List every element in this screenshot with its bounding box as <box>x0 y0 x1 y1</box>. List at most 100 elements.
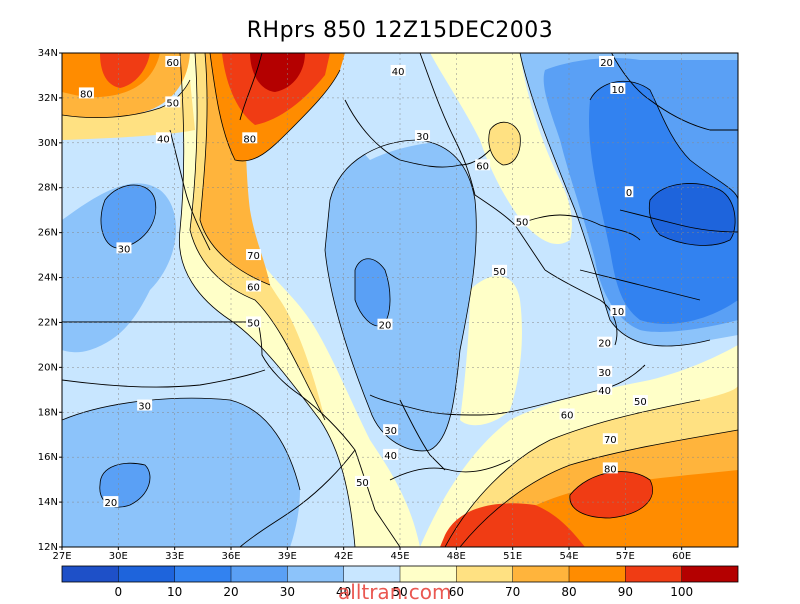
contour-label: 20 <box>600 58 613 69</box>
contour-label-bg <box>390 64 406 76</box>
contour-label: 50 <box>356 478 369 489</box>
colorbar-label: 70 <box>505 585 520 599</box>
contour-label-bg <box>602 433 618 445</box>
contour-label-bg <box>597 365 613 377</box>
watermark-text: alltran.com <box>338 580 452 604</box>
x-tick-label: 36E <box>221 551 240 562</box>
y-tick-label: 28N <box>38 183 58 194</box>
colorbar-label: 80 <box>561 585 576 599</box>
y-tick-label: 34N <box>38 48 58 59</box>
x-tick-label: 39E <box>278 551 297 562</box>
x-tick-label: 51E <box>503 551 522 562</box>
colorbar-label: 10 <box>167 585 182 599</box>
contour-label: 30 <box>384 426 397 437</box>
contour-label-bg <box>599 55 615 67</box>
contour-label: 10 <box>611 307 624 318</box>
x-tick-label: 45E <box>390 551 409 562</box>
band-60-70-nw <box>62 80 195 140</box>
contour-label-bg <box>383 424 399 436</box>
x-tick-label: 30E <box>109 551 128 562</box>
contour-label-bg <box>597 336 613 348</box>
contour-label: 70 <box>604 435 617 446</box>
y-tick-label: 26N <box>38 228 58 239</box>
contour-label: 50 <box>634 397 647 408</box>
contour-label-bg <box>116 242 132 254</box>
x-tick-label: 57E <box>616 551 635 562</box>
x-tick-label: 27E <box>52 551 71 562</box>
x-tick-label: 42E <box>334 551 353 562</box>
y-tick-label: 14N <box>38 497 58 508</box>
contour-label-bg <box>246 280 262 292</box>
contour-label: 80 <box>243 134 256 145</box>
y-tick-label: 32N <box>38 93 58 104</box>
colorbar-label: 40 <box>336 585 351 599</box>
y-tick-label: 16N <box>38 452 58 463</box>
contour-label-bg <box>165 55 181 67</box>
colorbar-label: 100 <box>670 585 693 599</box>
colorbar: 0 10 20 30 40 50 60 70 80 90 100 <box>61 565 739 599</box>
colorbar-swatch <box>512 566 569 582</box>
y-tick-label: 24N <box>38 273 58 284</box>
contour-label-bg <box>597 383 613 395</box>
contour-label: 50 <box>166 98 179 109</box>
x-tick-label: 48E <box>447 551 466 562</box>
contour-label: 10 <box>611 85 624 96</box>
contour-label-bg <box>78 87 94 99</box>
colorbar-swatch <box>400 566 457 582</box>
y-tick-label: 12N <box>38 542 58 553</box>
contour-label: 40 <box>157 134 170 145</box>
contour-label: 20 <box>379 321 392 332</box>
band-90-100-nw <box>100 53 150 88</box>
y-tick-label: 22N <box>38 317 58 328</box>
contour-label-bg <box>103 496 119 508</box>
colorbar-swatch <box>625 566 682 582</box>
contour-label: 50 <box>493 267 506 278</box>
contour-label-bg <box>354 475 370 487</box>
x-tick-label: 33E <box>165 551 184 562</box>
colorbar-label: 0 <box>115 585 123 599</box>
x-tick-label: 60E <box>672 551 691 562</box>
contour-label-bg <box>632 395 648 407</box>
y-tick-label: 20N <box>38 362 58 373</box>
band-20-30-central <box>355 258 391 326</box>
colorbar-swatch <box>456 566 513 582</box>
band-90-100-south <box>440 503 585 547</box>
contour-label-bg <box>610 305 626 317</box>
map-title: RHprs 850 12Z15DEC2003 <box>246 18 554 43</box>
contour-label: 70 <box>247 251 260 262</box>
band-20-30-west <box>100 185 156 249</box>
colorbar-swatch <box>174 566 231 582</box>
contour-label-bg <box>492 264 508 276</box>
colorbar-label: 20 <box>223 585 238 599</box>
colorbar-swatch <box>62 566 119 582</box>
contour-label-bg <box>624 186 634 198</box>
colorbar-swatch <box>681 566 738 582</box>
contour-label: 60 <box>166 58 179 69</box>
band-50-60-arabia <box>460 276 522 426</box>
contour-label: 80 <box>604 464 617 475</box>
contour-label: 0 <box>626 188 632 199</box>
colorbar-label: 50 <box>392 585 407 599</box>
band-90-100-south2 <box>569 471 653 518</box>
colorbar-label: 60 <box>449 585 464 599</box>
colorbar-label: 90 <box>618 585 633 599</box>
contour-label: 40 <box>598 386 611 397</box>
contour-label: 20 <box>598 339 611 350</box>
contour-label-bg <box>383 448 399 460</box>
contour-label-bg <box>246 316 262 328</box>
filled-contours: 60 80 50 40 80 40 30 60 50 50 20 10 0 10 20 30 40 50 60 70 8… <box>62 53 738 547</box>
colorbar-label: 30 <box>280 585 295 599</box>
contour-labels: 60 80 50 40 80 40 30 60 50 50 20 10 0 10 20 30 40 50 60 70 8… <box>78 55 648 509</box>
contour-label-bg <box>559 408 575 420</box>
band-50-60-corridor <box>179 53 420 547</box>
band-70-80-corridor <box>200 53 270 285</box>
contour-label-bg <box>246 249 262 261</box>
y-tick-label: 30N <box>38 138 58 149</box>
band-30-40-southwest <box>62 398 300 547</box>
contour-label: 30 <box>138 402 151 413</box>
contour-label-bg <box>242 132 258 144</box>
band-30-40-central <box>325 140 477 451</box>
contour-label: 80 <box>80 89 93 100</box>
y-tick-label: 18N <box>38 407 58 418</box>
